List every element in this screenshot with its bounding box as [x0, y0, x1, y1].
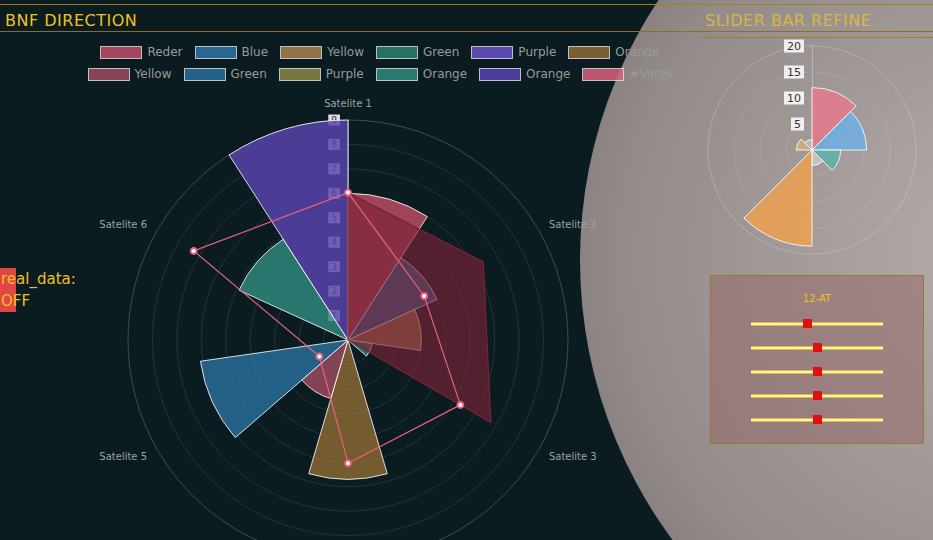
- html-text:Yellow: Yellow: [327, 45, 364, 59]
- svg-text:Satelite 3: Satelite 3: [549, 451, 597, 462]
- html-text:Purple: Purple: [518, 45, 557, 59]
- html-text:Purple: Purple: [325, 67, 364, 81]
- html-text:Blue: Blue: [241, 45, 269, 59]
- svg-text:10: 10: [787, 92, 801, 105]
- html-text:BNF DIRECTION: BNF DIRECTION: [5, 11, 138, 30]
- html-text:Green: Green: [423, 45, 460, 59]
- svg-text:Satelite 2: Satelite 2: [549, 219, 597, 230]
- html-text:SLIDER BAR REFINE: SLIDER BAR REFINE: [705, 11, 872, 30]
- svg-text:Satelite 5: Satelite 5: [99, 451, 147, 462]
- html-text:#Votes: #Votes: [629, 67, 673, 81]
- html-text:real_data:: real_data:: [1, 270, 76, 288]
- html-text:Orange: Orange: [526, 67, 571, 81]
- html-text:Reder: Reder: [147, 45, 183, 59]
- svg-text:5: 5: [794, 118, 801, 131]
- svg-text:20: 20: [787, 40, 801, 53]
- html-text:12-AT: 12-AT: [802, 293, 832, 304]
- html-text:Orange: Orange: [615, 45, 660, 59]
- svg-text:15: 15: [787, 66, 801, 79]
- html-text:Yellow: Yellow: [134, 67, 172, 81]
- html-text:Orange: Orange: [422, 67, 468, 81]
- html-text:Green: Green: [230, 67, 267, 81]
- svg-text:Satelite 1: Satelite 1: [324, 98, 372, 109]
- svg-text:Satelite 6: Satelite 6: [99, 219, 147, 230]
- html-text:OFF: OFF: [1, 292, 31, 310]
